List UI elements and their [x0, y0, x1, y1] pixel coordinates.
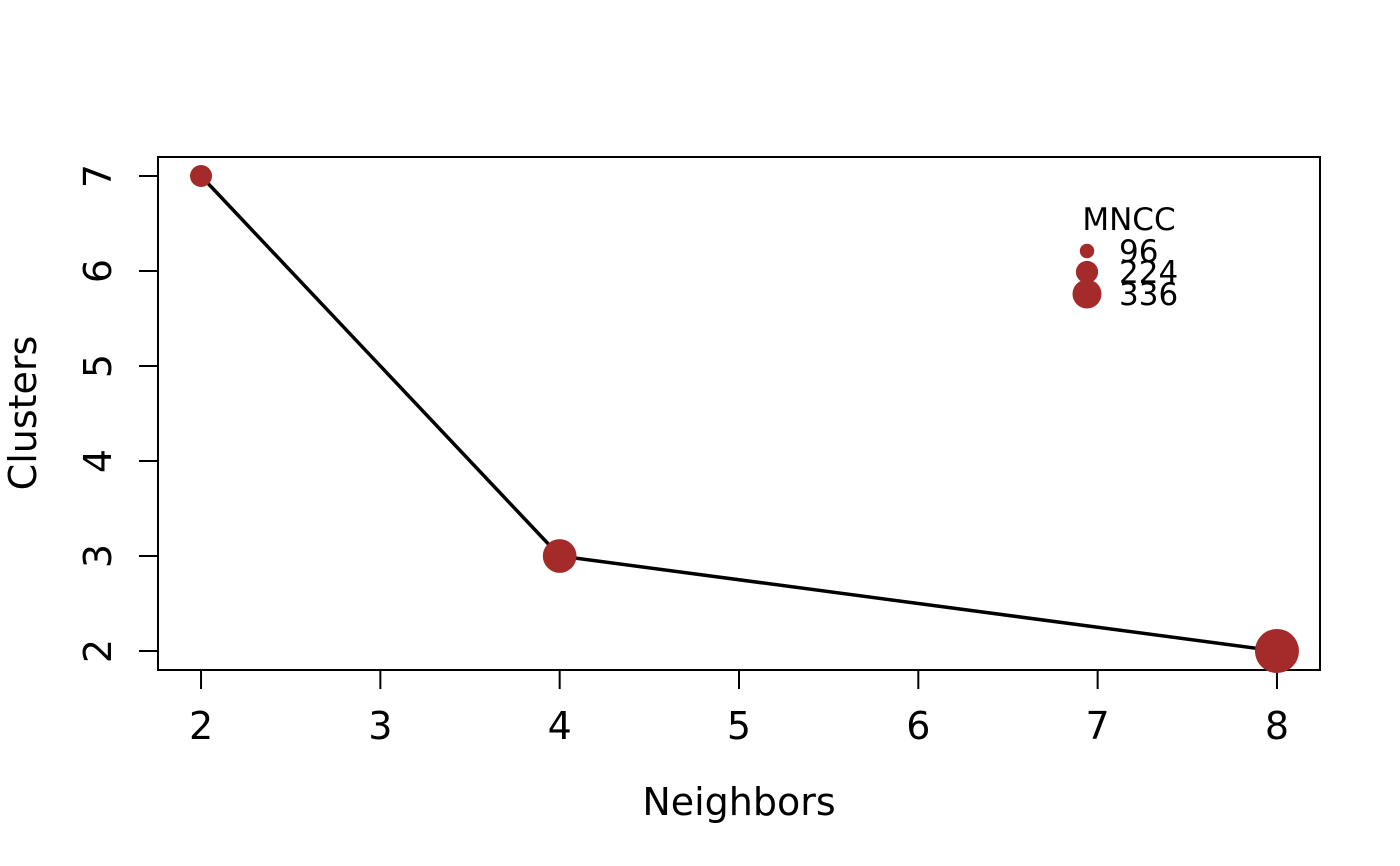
x-tick-label: 8	[1265, 704, 1289, 748]
data-point	[1254, 629, 1299, 673]
y-axis-title: Clusters	[1, 336, 45, 491]
y-tick-label: 7	[76, 164, 120, 188]
legend-label: 96	[1119, 234, 1158, 270]
series-line	[199, 174, 1278, 653]
y-tick-label: 4	[76, 449, 120, 473]
x-axis: 2 3 4 5 6 7 8	[189, 669, 1289, 748]
y-tick-label: 6	[76, 259, 120, 283]
x-tick-label: 2	[189, 704, 213, 748]
x-tick-label: 7	[1086, 704, 1110, 748]
x-axis-title: Neighbors	[642, 780, 835, 824]
y-tick-label: 3	[76, 544, 120, 568]
x-tick-label: 3	[368, 704, 392, 748]
data-point	[190, 165, 213, 187]
legend-marker	[1079, 243, 1095, 259]
legend-marker	[1072, 279, 1102, 309]
y-tick-label: 2	[76, 639, 120, 663]
x-tick-label: 6	[906, 704, 930, 748]
legend-label: 336	[1119, 277, 1178, 313]
legend-marker	[1075, 260, 1099, 284]
legend-title: MNCC	[1082, 202, 1175, 238]
legend-label: 224	[1119, 255, 1178, 291]
y-tick-label: 5	[76, 354, 120, 378]
data-point	[542, 539, 577, 573]
x-tick-label: 4	[548, 704, 572, 748]
y-axis: 2 3 4 5 6 7	[76, 164, 159, 663]
series-line-and-points	[190, 165, 1299, 673]
x-tick-label: 5	[727, 704, 751, 748]
